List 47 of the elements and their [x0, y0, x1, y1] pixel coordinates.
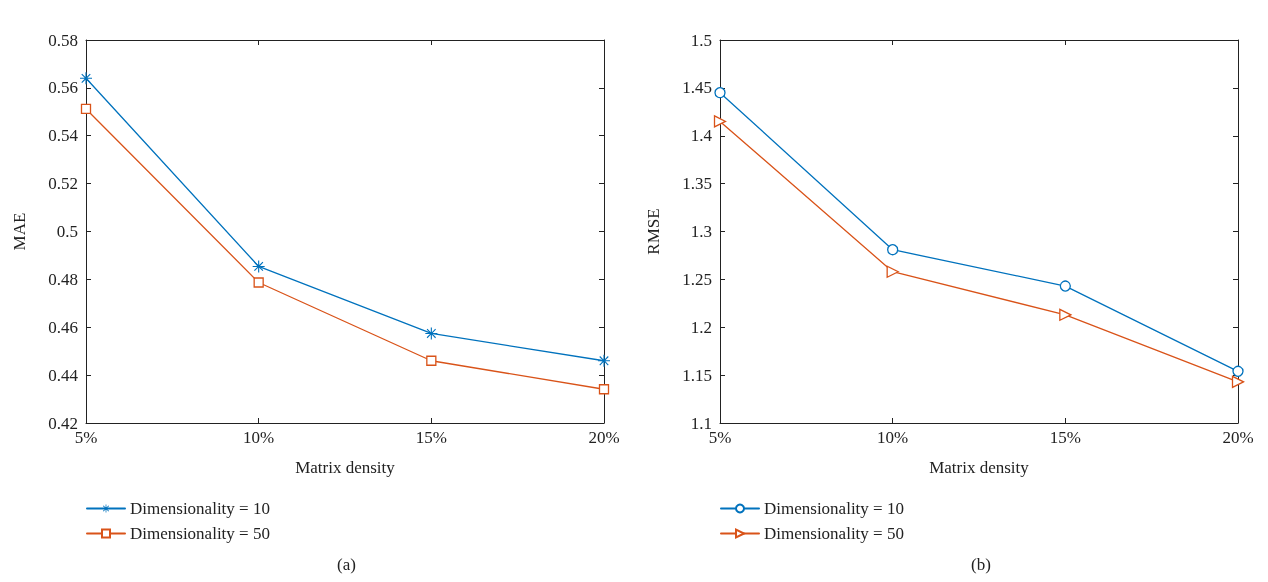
- point: [887, 244, 899, 256]
- point: [1059, 308, 1072, 321]
- x-axis-title: Matrix density: [295, 458, 396, 477]
- point: [598, 354, 610, 367]
- point: [1231, 375, 1245, 388]
- point: [1232, 365, 1244, 377]
- y-tick-label: 0.54: [48, 126, 79, 146]
- point: [426, 355, 437, 366]
- y-tick-label: 1.45: [682, 78, 712, 98]
- x-tick-label: 20%: [1222, 428, 1254, 447]
- y-tick-label: 0.5: [56, 222, 78, 241]
- y-tick-label: 1.5: [690, 30, 712, 50]
- point: [886, 265, 899, 278]
- text: (b): [971, 555, 991, 574]
- y-tick-label: 0.48: [48, 269, 78, 289]
- x-axis-title: Matrix density: [929, 458, 1030, 477]
- y-tick-label: 1.25: [682, 269, 712, 289]
- y-tick-label: 1.3: [690, 222, 712, 241]
- point: [253, 277, 264, 288]
- y-axis-title: RMSE: [644, 208, 663, 255]
- x-tick-label: 15%: [1049, 428, 1081, 447]
- point: [80, 103, 92, 115]
- x-tick-label: 10%: [877, 428, 909, 447]
- y-tick-label: 0.44: [48, 365, 79, 385]
- point: [1059, 280, 1071, 292]
- y-tick-label: 1.35: [682, 174, 712, 194]
- y-tick-label: 0.56: [48, 78, 78, 98]
- legend-label: Dimensionality = 50: [130, 524, 270, 543]
- y-tick-label: 0.46: [48, 317, 78, 337]
- point: [713, 115, 727, 128]
- legend-label: Dimensionality = 50: [764, 524, 904, 543]
- point: [714, 87, 726, 99]
- y-tick-label: 0.58: [48, 30, 78, 50]
- y-tick-label: 1.2: [690, 317, 712, 337]
- y-tick-label: 0.52: [48, 174, 78, 194]
- point: [252, 260, 265, 273]
- text: (a): [337, 555, 356, 574]
- point: [598, 384, 610, 395]
- x-tick-label: 15%: [415, 428, 447, 447]
- legend-label: Dimensionality = 10: [764, 499, 904, 518]
- point: [80, 72, 92, 85]
- legend-label: Dimensionality = 10: [130, 499, 270, 518]
- y-axis-title: MAE: [10, 212, 29, 251]
- y-tick-label: 1.4: [690, 126, 713, 146]
- x-tick-label: 10%: [243, 428, 275, 447]
- x-tick-label: 20%: [588, 428, 620, 447]
- y-tick-label: 1.15: [682, 365, 712, 385]
